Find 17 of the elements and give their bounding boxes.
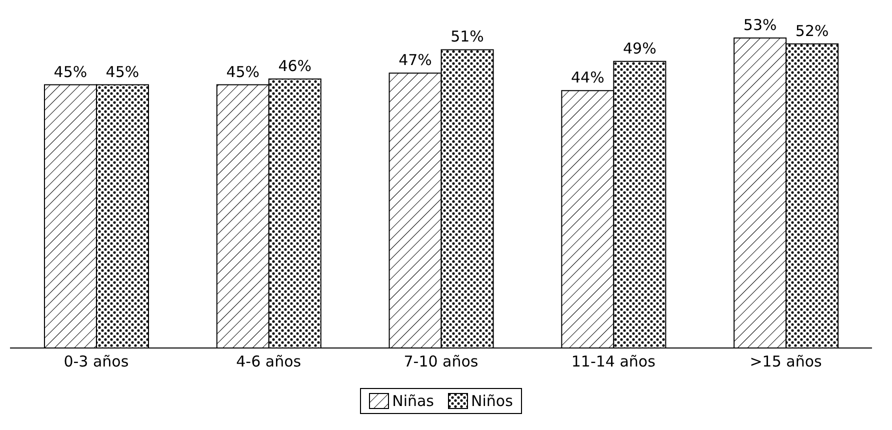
data-label: 53%: [743, 16, 777, 34]
data-label: 49%: [623, 39, 656, 58]
data-label: 44%: [571, 68, 604, 87]
data-label: 52%: [795, 22, 829, 40]
text: Niñas: [392, 392, 434, 410]
x-tick-label: >15 años: [750, 352, 822, 371]
x-tick-label: 0-3 años: [64, 352, 129, 371]
data-label: 45%: [54, 62, 88, 81]
data-label: 47%: [398, 51, 432, 70]
x-tick-label: 11-14 años: [571, 352, 656, 371]
text: Niños: [471, 392, 513, 410]
x-tick-label: 7-10 años: [404, 352, 478, 371]
x-tick-label: 4-6 años: [236, 352, 302, 371]
data-label: 45%: [106, 62, 140, 81]
data-label: 51%: [450, 28, 484, 46]
data-label: 45%: [226, 62, 260, 81]
data-label: 46%: [278, 56, 312, 75]
